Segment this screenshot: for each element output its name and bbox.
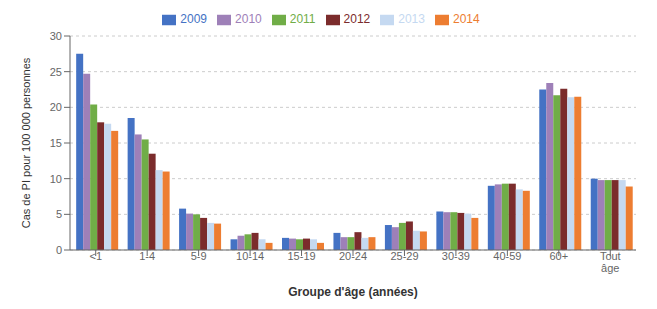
svg-text:5-9: 5-9 bbox=[191, 250, 207, 262]
svg-text:30: 30 bbox=[50, 30, 62, 42]
svg-text:25: 25 bbox=[50, 66, 62, 78]
svg-text:Toutâge: Toutâge bbox=[600, 250, 621, 274]
html-text:2010: 2010 bbox=[235, 12, 262, 26]
svg-text:15-19: 15-19 bbox=[287, 250, 315, 262]
svg-text:25-29: 25-29 bbox=[390, 250, 418, 262]
svg-text:20: 20 bbox=[50, 101, 62, 113]
svg-text:Cas de PI pour 100 000 personn: Cas de PI pour 100 000 personnes bbox=[20, 57, 32, 228]
svg-text:5: 5 bbox=[56, 208, 62, 220]
html-text:2014: 2014 bbox=[453, 12, 480, 26]
svg-text:30-39: 30-39 bbox=[442, 250, 470, 262]
svg-text:40-59: 40-59 bbox=[493, 250, 521, 262]
html-text:2012: 2012 bbox=[343, 12, 371, 26]
html-text:2011: 2011 bbox=[289, 12, 316, 26]
svg-text:20-24: 20-24 bbox=[339, 250, 367, 262]
svg-text:60+: 60+ bbox=[549, 250, 568, 262]
html-text:2013: 2013 bbox=[398, 12, 425, 26]
svg-text:15: 15 bbox=[50, 137, 62, 149]
svg-text:1-4: 1-4 bbox=[139, 250, 155, 262]
svg-text:10-14: 10-14 bbox=[236, 250, 264, 262]
svg-text:10: 10 bbox=[50, 173, 62, 185]
html-text:2009: 2009 bbox=[180, 12, 207, 26]
svg-text:Groupe d'âge (années): Groupe d'âge (années) bbox=[288, 285, 418, 299]
svg-text:<1: <1 bbox=[89, 250, 102, 262]
svg-text:0: 0 bbox=[56, 244, 62, 256]
